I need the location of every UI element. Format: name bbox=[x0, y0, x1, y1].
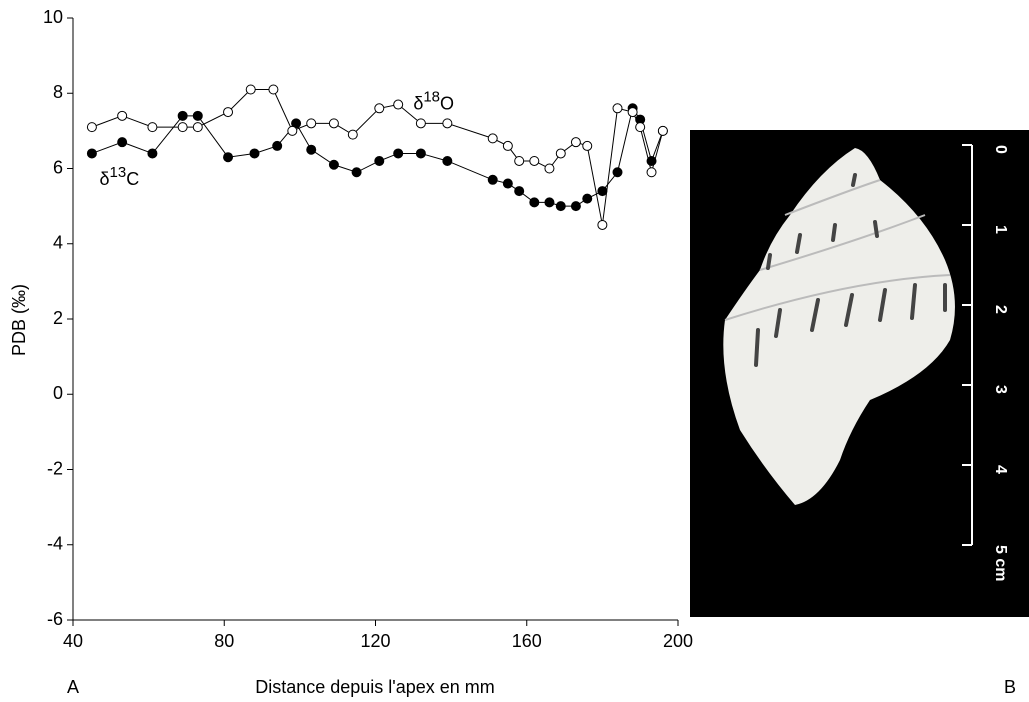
data-point bbox=[268, 84, 279, 95]
data-point bbox=[582, 193, 593, 204]
data-point bbox=[487, 133, 498, 144]
data-point bbox=[544, 197, 555, 208]
annotation-part: O bbox=[440, 93, 454, 113]
x-tick-label: 80 bbox=[214, 631, 234, 651]
data-point bbox=[374, 103, 385, 114]
scale-label: 4 bbox=[992, 465, 1009, 474]
data-point bbox=[514, 186, 525, 197]
data-point bbox=[502, 140, 513, 151]
data-point bbox=[86, 122, 97, 133]
series-line bbox=[91, 88, 664, 226]
panel-label: A bbox=[67, 677, 79, 697]
annotation-part: δ bbox=[413, 93, 423, 113]
annotation: δ13C bbox=[99, 164, 139, 189]
data-point bbox=[272, 140, 283, 151]
data-point bbox=[612, 167, 623, 178]
data-point bbox=[627, 107, 638, 118]
data-point bbox=[245, 84, 256, 95]
scale-label: 0 bbox=[992, 145, 1009, 154]
y-axis-label: PDB (‰) bbox=[9, 284, 29, 356]
data-point bbox=[555, 148, 566, 159]
data-point bbox=[529, 155, 540, 166]
annotation-part: 18 bbox=[423, 89, 440, 106]
data-point bbox=[249, 148, 260, 159]
data-point bbox=[487, 174, 498, 185]
annotation: δ18O bbox=[413, 89, 454, 114]
data-point bbox=[393, 99, 404, 110]
data-point bbox=[147, 148, 158, 159]
scale-bar bbox=[962, 144, 973, 546]
data-point bbox=[147, 122, 158, 133]
scale-label: 2 bbox=[992, 305, 1009, 314]
data-point bbox=[657, 125, 668, 136]
data-point bbox=[582, 140, 593, 151]
data-point bbox=[570, 137, 581, 148]
annotation-part: δ bbox=[99, 169, 109, 189]
y-tick-label: 8 bbox=[53, 82, 63, 102]
scale-label: 3 bbox=[992, 385, 1009, 394]
annotation-part: 13 bbox=[110, 164, 127, 181]
data-point bbox=[347, 129, 358, 140]
data-point bbox=[555, 201, 566, 212]
scale-label: 5 cm bbox=[992, 545, 1009, 581]
data-point bbox=[177, 110, 188, 121]
data-point bbox=[328, 118, 339, 129]
data-point bbox=[415, 148, 426, 159]
data-point bbox=[646, 167, 657, 178]
data-point bbox=[635, 122, 646, 133]
shell-suture bbox=[724, 179, 951, 321]
data-point bbox=[393, 148, 404, 159]
y-tick-label: 4 bbox=[53, 233, 63, 253]
photo: 0 1 2 3 4 5 cm B bbox=[690, 130, 1029, 697]
data-point bbox=[306, 118, 317, 129]
data-point bbox=[192, 122, 203, 133]
x-tick-label: 40 bbox=[63, 631, 83, 651]
data-point bbox=[374, 155, 385, 166]
data-point bbox=[223, 152, 234, 163]
data-point bbox=[544, 163, 555, 174]
y-tick-label: 0 bbox=[53, 383, 63, 403]
data-point bbox=[597, 219, 608, 230]
y-tick-label: 2 bbox=[53, 308, 63, 328]
data-point bbox=[415, 118, 426, 129]
data-point bbox=[502, 178, 513, 189]
x-tick-label: 120 bbox=[360, 631, 390, 651]
x-tick-label: 160 bbox=[512, 631, 542, 651]
y-tick-label: 6 bbox=[53, 157, 63, 177]
data-point bbox=[529, 197, 540, 208]
data-point bbox=[442, 155, 453, 166]
y-tick-label: -2 bbox=[47, 458, 63, 478]
data-point bbox=[86, 148, 97, 159]
data-point bbox=[612, 103, 623, 114]
shell-holes bbox=[754, 173, 947, 367]
y-tick-label: -4 bbox=[47, 534, 63, 554]
data-point bbox=[442, 118, 453, 129]
scale-labels: 0 1 2 3 4 5 cm bbox=[992, 145, 1009, 581]
y-tick-label: 10 bbox=[43, 7, 63, 27]
data-point bbox=[117, 137, 128, 148]
data-point bbox=[351, 167, 362, 178]
data-point bbox=[570, 201, 581, 212]
data-point bbox=[287, 125, 298, 136]
shell bbox=[723, 148, 955, 505]
y-tick-label: -6 bbox=[47, 609, 63, 629]
x-axis-label: Distance depuis l'apex en mm bbox=[255, 677, 495, 697]
scale-label: 1 bbox=[992, 225, 1009, 234]
data-point bbox=[597, 186, 608, 197]
data-point bbox=[177, 122, 188, 133]
data-point bbox=[514, 155, 525, 166]
data-point bbox=[192, 110, 203, 121]
data-point bbox=[328, 159, 339, 170]
data-point bbox=[117, 110, 128, 121]
annotation-part: C bbox=[126, 169, 139, 189]
x-tick-label: 200 bbox=[663, 631, 693, 651]
panel-label: B bbox=[1004, 677, 1016, 697]
data-point bbox=[306, 144, 317, 155]
data-point bbox=[223, 107, 234, 118]
